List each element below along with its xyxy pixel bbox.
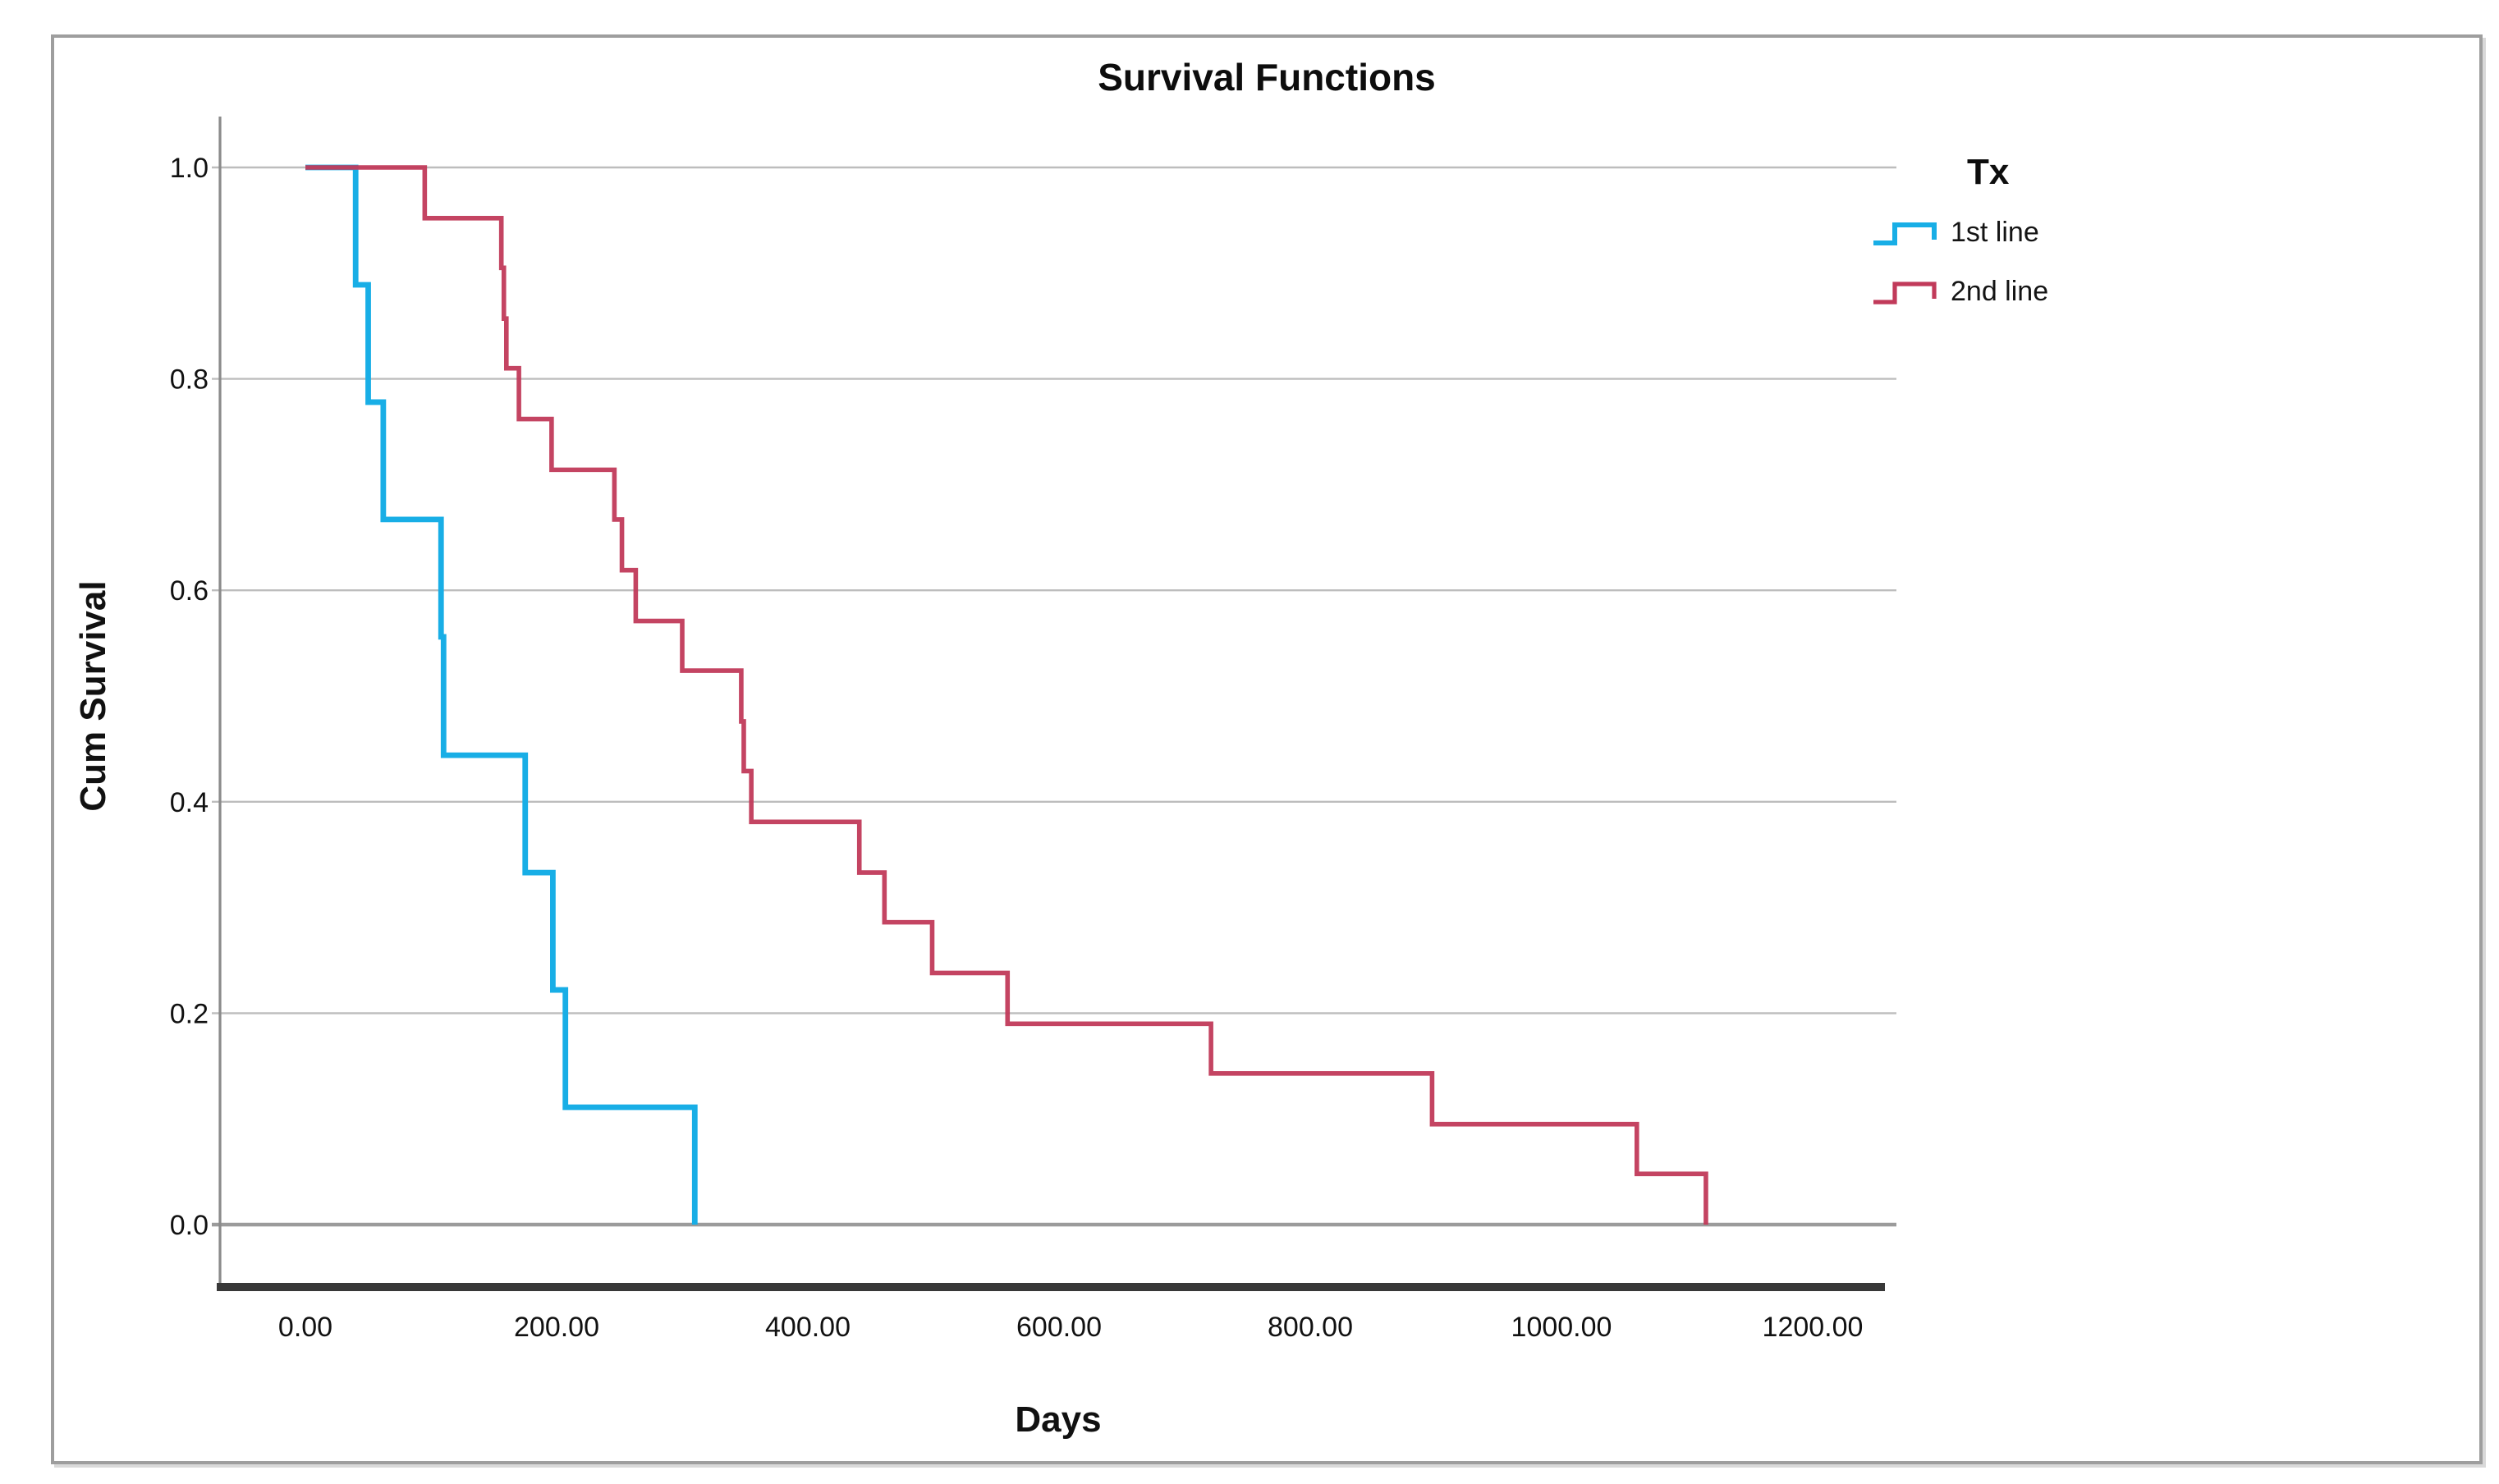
legend-title: Tx: [1967, 151, 2010, 192]
legend-item-first-line: 1st line: [1872, 213, 2397, 253]
legend-swatch-0: [1873, 222, 1937, 245]
x-tick-label-1200.00: 1200.00: [1763, 1312, 1864, 1343]
x-tick-label-1000.00: 1000.00: [1511, 1312, 1612, 1343]
y-tick-label-1.0: 1.0: [170, 153, 209, 184]
y-tick-label-0.0: 0.0: [170, 1210, 209, 1241]
x-tick-label-800.00: 800.00: [1268, 1312, 1353, 1343]
survival-curve-2nd-line: [305, 165, 1708, 1225]
x-tick-label-600.00: 600.00: [1016, 1312, 1102, 1343]
legend: Tx 1st line 2nd line: [1872, 151, 2397, 312]
legend-swatch-1: [1873, 282, 1937, 305]
chart-title: Survival Functions: [1098, 56, 1436, 98]
step-line-icon: [1873, 282, 1937, 305]
y-tick-label-0.8: 0.8: [170, 364, 209, 396]
x-tick-label-0.00: 0.00: [278, 1312, 332, 1343]
x-axis-title: Days: [1015, 1399, 1101, 1440]
x-tick-label-400.00: 400.00: [765, 1312, 851, 1343]
y-tick-label-0.4: 0.4: [170, 787, 209, 818]
y-tick-label-0.2: 0.2: [170, 998, 209, 1029]
x-tick-label-200.00: 200.00: [514, 1312, 599, 1343]
step-line-icon: [1873, 222, 1937, 245]
y-axis-title: Cum Survival: [73, 580, 113, 811]
legend-item-label: 2nd line: [1951, 276, 2049, 307]
y-tick-label-0.6: 0.6: [170, 575, 209, 607]
legend-item-second-line: 2nd line: [1872, 273, 2397, 312]
legend-item-label: 1st line: [1951, 217, 2039, 248]
survival-curve-1st-line: [305, 164, 698, 1225]
